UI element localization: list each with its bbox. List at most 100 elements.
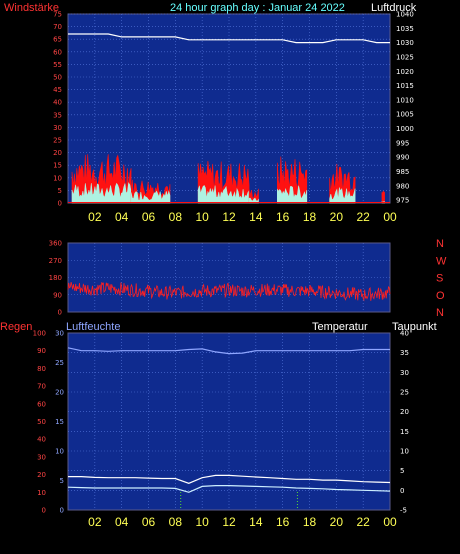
wind-tick-label: 70 <box>53 23 62 31</box>
x-tick-label: 20 <box>330 515 344 529</box>
direction-tick-label: 180 <box>49 274 62 282</box>
x-tick-label: 16 <box>276 210 290 224</box>
pressure-tick-label: 1010 <box>396 96 414 104</box>
x-tick-label: 10 <box>195 210 209 224</box>
x-tick-label: 00 <box>383 515 397 529</box>
x-tick-label: 20 <box>330 210 344 224</box>
x-tick-label: 22 <box>356 210 370 224</box>
wind-tick-label: 50 <box>53 74 62 82</box>
x-tick-label: 14 <box>249 210 263 224</box>
temperature-tick-label: 15 <box>400 428 409 436</box>
wind-tick-label: 15 <box>53 162 62 170</box>
temperature-tick-label: 10 <box>400 448 409 456</box>
wind-average-area <box>329 186 356 204</box>
x-tick-label: 10 <box>195 515 209 529</box>
x-tick-label: 16 <box>276 515 290 529</box>
x-tick-label: 08 <box>169 210 183 224</box>
temperature-tick-label: 35 <box>400 349 409 357</box>
wind-tick-label: 35 <box>53 111 62 119</box>
x-tick-label: 18 <box>303 210 317 224</box>
wind-average-area <box>197 185 250 204</box>
humidity-tick-label: 0 <box>60 507 64 515</box>
wind-gust-area <box>248 188 259 204</box>
direction-tick-label: 360 <box>49 240 62 248</box>
x-tick-label: 04 <box>115 515 129 529</box>
pressure-tick-label: 1020 <box>396 68 414 76</box>
pressure-tick-label: 1015 <box>396 82 414 90</box>
wind-tick-label: 30 <box>53 124 62 132</box>
x-tick-label: 12 <box>222 515 236 529</box>
rain-tick-label: 60 <box>37 400 46 408</box>
temperature-tick-label: 40 <box>400 330 409 338</box>
wind-tick-label: 10 <box>53 174 62 182</box>
temperature-tick-label: 0 <box>400 487 404 495</box>
temperature-tick-label: 20 <box>400 408 409 416</box>
rain-tick-label: 70 <box>37 383 46 391</box>
pressure-tick-label: 1005 <box>396 111 414 119</box>
temperature-tick-label: 30 <box>400 369 409 377</box>
rain-axis-title: Regen <box>0 321 32 333</box>
wind-tick-label: 60 <box>53 48 62 56</box>
humidity-tick-label: 30 <box>55 330 64 338</box>
temperature-series-line <box>68 474 391 484</box>
pressure-tick-label: 990 <box>396 154 409 162</box>
rain-tick-label: 90 <box>37 347 46 355</box>
wind-tick-label: 25 <box>53 137 62 145</box>
x-tick-label: 00 <box>383 210 397 224</box>
x-tick-label: 06 <box>142 210 156 224</box>
wind-average-area <box>277 185 308 204</box>
rain-tick-label: 20 <box>37 471 46 479</box>
pressure-tick-label: 980 <box>396 182 409 190</box>
pressure-tick-label: 1025 <box>396 53 414 61</box>
pressure-tick-label: 985 <box>396 168 409 176</box>
humidity-series-line <box>67 347 390 355</box>
pressure-tick-label: 1000 <box>396 125 414 133</box>
direction-tick-label: 270 <box>49 257 62 265</box>
humidity-tick-label: 10 <box>55 448 64 456</box>
compass-label: W <box>436 255 447 267</box>
wind-tick-label: 0 <box>58 200 62 208</box>
wind-tick-label: 65 <box>53 36 62 44</box>
pressure-tick-label: 975 <box>396 197 409 205</box>
pressure-series-line <box>68 33 390 44</box>
direction-tick-label: 0 <box>58 309 62 317</box>
compass-label: N <box>436 238 444 250</box>
pressure-tick-label: 995 <box>396 139 409 147</box>
x-tick-label: 02 <box>88 210 102 224</box>
x-tick-label: 06 <box>142 515 156 529</box>
compass-label: N <box>436 307 444 319</box>
dewpoint-series-line <box>67 485 391 493</box>
wind-tick-label: 75 <box>53 11 62 19</box>
temperature-tick-label: 25 <box>400 389 409 397</box>
wind-direction-line <box>67 282 391 302</box>
rain-tick-label: 100 <box>33 330 46 338</box>
compass-label: S <box>436 273 443 285</box>
wind-tick-label: 55 <box>53 61 62 69</box>
compass-label: O <box>436 290 445 302</box>
x-tick-label: 08 <box>169 515 183 529</box>
pressure-tick-label: 1040 <box>396 11 414 19</box>
chart-title: 24 hour graph day : Januar 24 2022 <box>170 2 345 14</box>
temperature-tick-label: 5 <box>400 467 404 475</box>
wind-pressure-panel: 0510152025303540455055606570759759809859… <box>53 11 414 225</box>
wind-average-area <box>248 197 259 204</box>
wind-gust-area <box>381 190 385 204</box>
dewpoint-axis-title: Taupunkt <box>392 321 437 333</box>
humidity-tick-label: 25 <box>55 359 64 367</box>
wind-average-area <box>71 182 132 204</box>
wind-tick-label: 5 <box>58 187 62 195</box>
x-tick-label: 18 <box>303 515 317 529</box>
wind-tick-label: 20 <box>53 149 62 157</box>
x-tick-label: 22 <box>356 515 370 529</box>
rain-tick-label: 50 <box>37 418 46 426</box>
rain-tick-label: 40 <box>37 436 46 444</box>
rain-tick-label: 80 <box>37 365 46 373</box>
wind-average-area <box>130 190 171 204</box>
x-tick-label: 12 <box>222 210 236 224</box>
wind-tick-label: 45 <box>53 86 62 94</box>
direction-tick-label: 90 <box>53 291 62 299</box>
humidity-tick-label: 5 <box>60 477 64 485</box>
temperature-tick-label: -5 <box>400 507 407 515</box>
